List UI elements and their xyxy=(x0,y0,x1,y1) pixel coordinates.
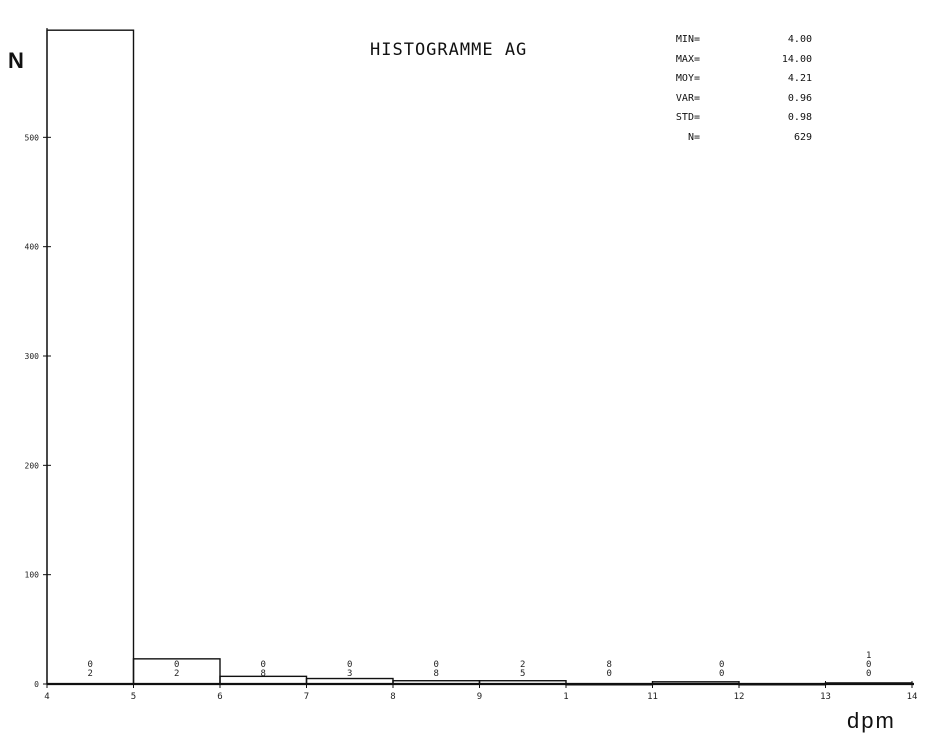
bin-annotation: 0 xyxy=(434,660,439,670)
y-tick-label: 400 xyxy=(25,243,40,252)
histogram-bar xyxy=(392,680,481,685)
x-tick-label: 1 xyxy=(563,692,568,702)
x-tick-label: 7 xyxy=(304,692,309,702)
bin-annotation: 0 xyxy=(719,669,724,679)
bin-annotation: 0 xyxy=(347,660,352,670)
y-tick-label: 300 xyxy=(25,352,40,361)
x-tick-label: 11 xyxy=(647,692,658,702)
stat-value: 4.21 xyxy=(787,73,812,84)
histogram-bar xyxy=(478,680,567,685)
bin-annotation: 0 xyxy=(866,669,871,679)
stat-std: STD= 0.98 xyxy=(640,108,812,128)
stat-label: STD= xyxy=(675,112,700,123)
stat-value: 0.98 xyxy=(787,112,812,123)
histogram-bar xyxy=(824,682,913,685)
stat-value: 14.00 xyxy=(781,53,812,65)
stats-panel: MIN= 4.00 MAX= 14.00 MOY= 4.21 VAR= 0.96… xyxy=(640,30,812,147)
y-tick-label: 0 xyxy=(34,680,39,689)
bin-annotation: 2 xyxy=(88,669,93,679)
stat-label: MIN= xyxy=(675,34,700,45)
x-tick-label: 9 xyxy=(477,692,482,702)
stat-min: MIN= 4.00 xyxy=(640,30,812,50)
bin-annotation: 2 xyxy=(520,660,525,670)
stat-value: 629 xyxy=(793,131,812,143)
histogram-bar xyxy=(132,658,221,685)
stat-var: VAR= 0.96 xyxy=(640,89,812,109)
x-tick-label: 14 xyxy=(907,692,918,702)
stat-label: N= xyxy=(687,131,700,143)
y-tick-label: 100 xyxy=(25,571,40,580)
x-tick-label: 4 xyxy=(44,692,49,702)
histogram-bar xyxy=(738,683,827,686)
x-tick-label: 13 xyxy=(820,692,831,702)
stat-label: VAR= xyxy=(675,92,700,104)
stat-n: N= 629 xyxy=(640,128,812,148)
chart-title: HISTOGRAMME AG xyxy=(370,40,528,60)
bin-annotation: 8 xyxy=(434,669,439,679)
bin-annotation: 3 xyxy=(347,669,352,679)
histogram-bar xyxy=(565,683,654,686)
stat-max: MAX= 14.00 xyxy=(640,50,812,70)
y-tick-label: 500 xyxy=(25,133,40,142)
bin-annotation: 8 xyxy=(261,669,266,679)
stat-label: MOY= xyxy=(675,73,700,84)
x-axis-label: dpm xyxy=(847,708,896,733)
bin-annotation: 0 xyxy=(88,660,93,670)
histogram-bar xyxy=(651,681,740,685)
x-tick-label: 5 xyxy=(131,692,136,702)
x-tick-label: 6 xyxy=(217,692,222,702)
y-axis-label: N xyxy=(8,48,24,73)
bin-annotation: 8 xyxy=(607,660,612,670)
stat-value: 4.00 xyxy=(787,34,812,45)
bin-annotation: 1 xyxy=(866,651,871,661)
stat-moy: MOY= 4.21 xyxy=(640,69,812,89)
stat-value: 0.96 xyxy=(787,92,812,104)
histogram-bar xyxy=(46,29,135,685)
x-tick-label: 12 xyxy=(734,692,745,702)
bin-annotation: 0 xyxy=(261,660,266,670)
bin-annotation: 0 xyxy=(866,660,871,670)
bin-annotation: 0 xyxy=(607,669,612,679)
bin-annotation: 0 xyxy=(719,660,724,670)
x-tick-label: 8 xyxy=(390,692,395,702)
y-tick-label: 200 xyxy=(25,461,40,470)
bin-annotation: 5 xyxy=(520,669,525,679)
stat-label: MAX= xyxy=(675,53,700,65)
bin-annotation: 2 xyxy=(174,669,179,679)
bin-annotation: 0 xyxy=(174,660,179,670)
